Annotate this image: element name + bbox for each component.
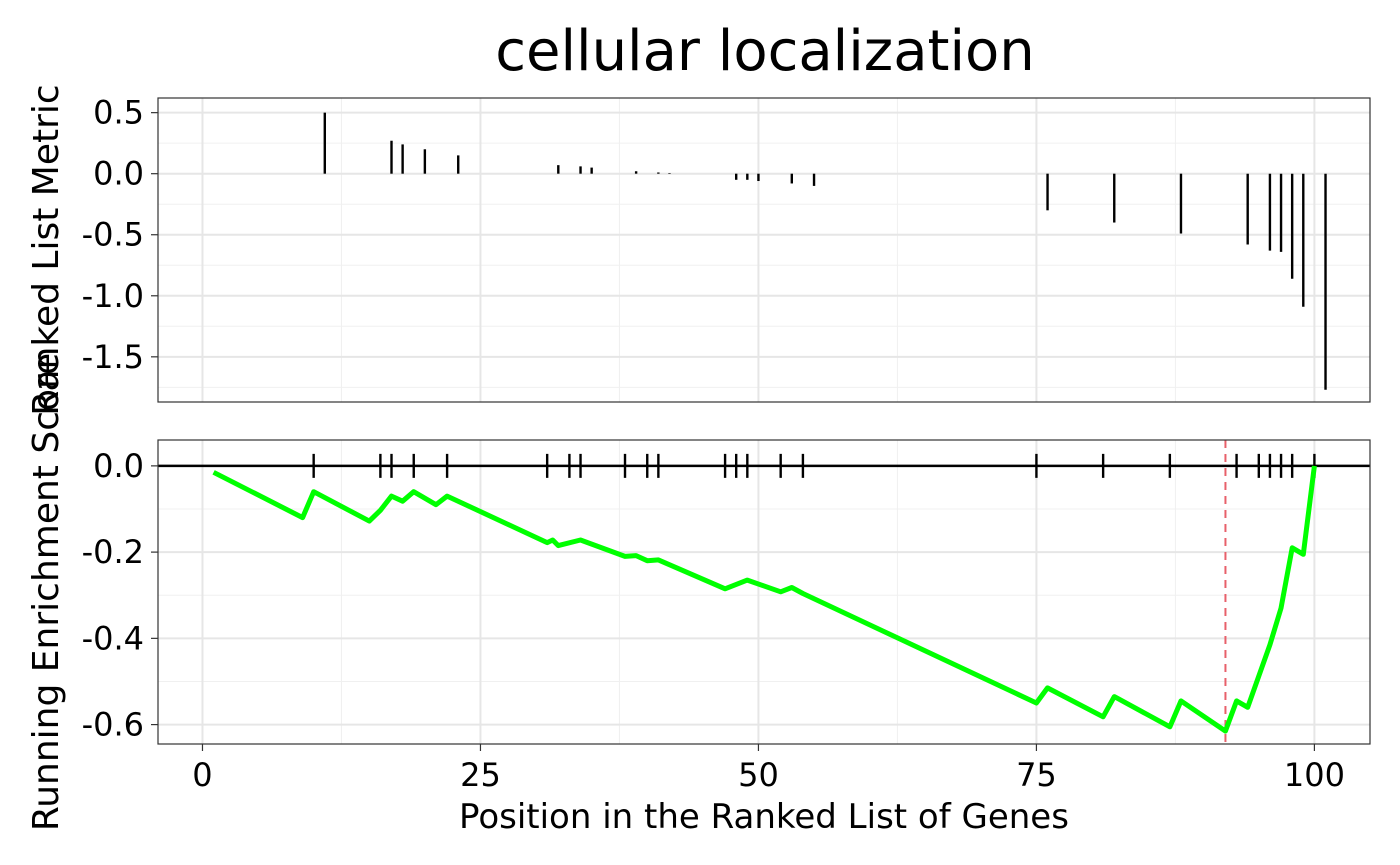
y-tick-label: -0.2	[82, 533, 144, 571]
panel-background	[158, 440, 1370, 744]
enrichment-line	[212, 440, 1317, 744]
x-axis: 0 25 50 75 100	[192, 744, 1345, 794]
enrichment-panel: 0.0 -0.2 -0.4 -0.6 0 25 50 75 100	[82, 439, 1371, 794]
x-tick-label: 50	[738, 756, 779, 794]
metric-bars	[323, 112, 1327, 390]
hit-markers	[158, 453, 1370, 478]
panel-border	[157, 439, 1371, 745]
y-tick-label: 0.0	[93, 447, 144, 485]
y-tick-label: -1.0	[82, 277, 144, 315]
y-tick-label: -1.5	[82, 338, 144, 376]
y-tick-label: -0.4	[82, 619, 144, 657]
y-axis: 0.5 0.0 -0.5 -1.0 -1.5	[82, 94, 158, 376]
y-tick-label: -0.5	[82, 216, 144, 254]
y-tick-label: 0.5	[93, 94, 144, 132]
x-tick-label: 100	[1284, 756, 1345, 794]
x-tick-label: 25	[460, 756, 501, 794]
y-axis-label-ranked-metric: Ranked List Metric	[26, 84, 67, 415]
x-tick-label: 0	[192, 756, 212, 794]
panel-border	[157, 97, 1371, 403]
y-axis-label-enrichment-score: Running Enrichment Score	[26, 353, 67, 831]
chart-title: cellular localization	[495, 19, 1035, 84]
x-axis-label: Position in the Ranked List of Genes	[459, 797, 1069, 837]
y-tick-label: -0.6	[82, 706, 144, 744]
running-es-line	[212, 465, 1317, 734]
x-tick-label: 75	[1016, 756, 1057, 794]
y-axis: 0.0 -0.2 -0.4 -0.6	[82, 447, 158, 744]
grid-lines	[158, 98, 1370, 402]
y-tick-label: 0.0	[93, 155, 144, 193]
panel-background	[158, 98, 1370, 402]
ranked-metric-panel: 0.5 0.0 -0.5 -1.0 -1.5	[82, 94, 1371, 403]
